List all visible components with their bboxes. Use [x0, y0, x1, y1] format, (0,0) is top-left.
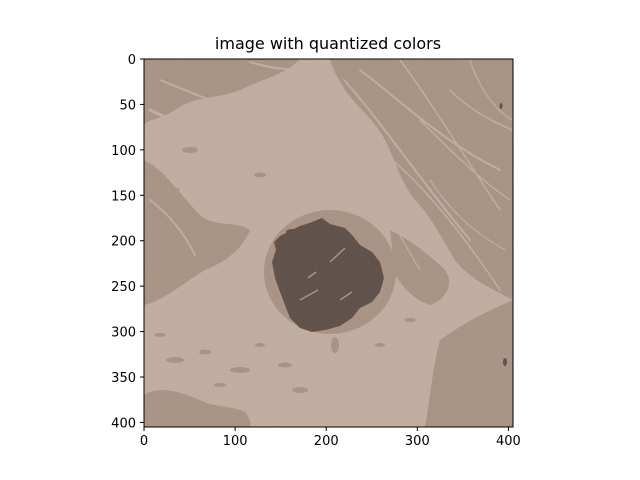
- y-tick-label: 200: [111, 235, 136, 250]
- axes-frame: [143, 58, 514, 428]
- y-tick-label: 100: [111, 144, 136, 159]
- image-grain: [144, 59, 513, 427]
- y-tick-label: 50: [119, 98, 136, 113]
- y-tick-label: 150: [111, 189, 136, 204]
- x-tick-label: 300: [405, 434, 430, 449]
- x-axis: 0 100 200 300 400: [140, 427, 521, 449]
- chart-title: image with quantized colors: [215, 34, 441, 53]
- x-tick-label: 0: [140, 434, 148, 449]
- y-tick-label: 400: [111, 416, 136, 431]
- y-tick-label: 300: [111, 326, 136, 341]
- y-axis: 0 50 100 150 200 250 300 350 400: [111, 53, 144, 431]
- y-tick-label: 0: [128, 53, 136, 68]
- x-tick-label: 100: [223, 434, 248, 449]
- quantized-image: [144, 59, 513, 427]
- x-tick-label: 400: [496, 434, 521, 449]
- y-tick-label: 250: [111, 280, 136, 295]
- y-tick-label: 350: [111, 371, 136, 386]
- x-tick-label: 200: [314, 434, 339, 449]
